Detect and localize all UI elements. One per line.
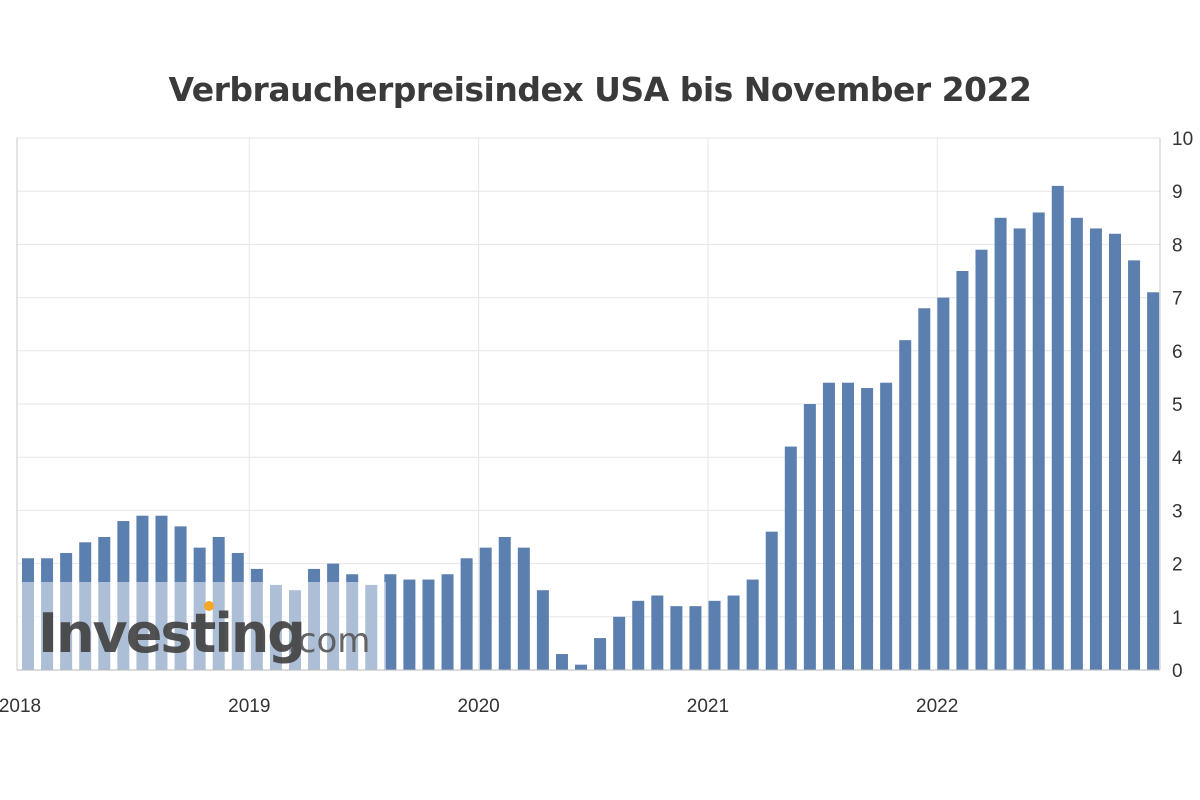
bar bbox=[803, 404, 816, 670]
svg-text:Investing: Investing bbox=[38, 602, 304, 665]
y-tick-label: 6 bbox=[1172, 342, 1183, 363]
bar bbox=[918, 308, 931, 670]
bar bbox=[594, 638, 607, 670]
y-tick-label: 1 bbox=[1172, 608, 1183, 629]
bar bbox=[536, 590, 549, 670]
y-tick-label: 8 bbox=[1172, 235, 1183, 256]
y-tick-label: 4 bbox=[1172, 448, 1183, 469]
bar bbox=[1051, 185, 1064, 670]
bar bbox=[880, 382, 893, 670]
grid bbox=[17, 137, 1160, 671]
bar bbox=[1070, 217, 1083, 671]
watermark-overlay bbox=[18, 582, 386, 670]
y-tick-label: 10 bbox=[1172, 129, 1193, 150]
bar bbox=[632, 600, 645, 670]
bar bbox=[1089, 228, 1102, 670]
x-tick-label: 2022 bbox=[916, 696, 958, 717]
bar bbox=[689, 606, 702, 670]
bar bbox=[384, 574, 397, 670]
chart-title: Verbraucherpreisindex USA bis November 2… bbox=[168, 70, 1032, 109]
bar bbox=[555, 654, 568, 670]
bar bbox=[441, 574, 454, 670]
x-tick-label: 2020 bbox=[457, 696, 499, 717]
bar bbox=[956, 271, 969, 670]
x-tick-label: 2019 bbox=[228, 696, 270, 717]
bar bbox=[1032, 212, 1045, 671]
bar bbox=[842, 382, 855, 670]
bar bbox=[479, 547, 492, 670]
bar bbox=[498, 537, 511, 670]
y-tick-label: 9 bbox=[1172, 182, 1183, 203]
bar bbox=[1013, 228, 1026, 670]
watermark-logo: Investing .com bbox=[38, 601, 370, 665]
bar bbox=[651, 595, 664, 670]
axes: 0 1 2 3 4 5 6 7 8 9 10 2018 2019 2020 2021 2022 bbox=[0, 129, 1193, 717]
bar bbox=[899, 340, 912, 670]
x-tick-label: 2018 bbox=[0, 696, 41, 717]
svg-text:.com: .com bbox=[287, 621, 370, 661]
bar bbox=[784, 446, 797, 670]
bar bbox=[1108, 233, 1121, 670]
bar bbox=[670, 606, 683, 670]
bar bbox=[517, 547, 530, 670]
y-tick-label: 5 bbox=[1172, 395, 1183, 416]
y-tick-label: 7 bbox=[1172, 289, 1183, 310]
bar bbox=[994, 217, 1007, 671]
bar bbox=[1128, 260, 1141, 670]
bar bbox=[937, 297, 950, 670]
y-tick-label: 2 bbox=[1172, 555, 1183, 576]
x-tick-label: 2021 bbox=[687, 696, 729, 717]
y-tick-label: 0 bbox=[1172, 661, 1183, 682]
bar bbox=[765, 531, 778, 670]
bar bbox=[975, 249, 988, 670]
bar bbox=[861, 388, 874, 670]
bar bbox=[613, 616, 626, 670]
bar bbox=[822, 382, 835, 670]
y-tick-label: 3 bbox=[1172, 501, 1183, 522]
bar bbox=[746, 579, 759, 670]
bar bbox=[422, 579, 435, 670]
bar bbox=[727, 595, 740, 670]
bar bbox=[708, 600, 721, 670]
bar bbox=[575, 664, 588, 670]
bar bbox=[460, 558, 473, 670]
bar bbox=[1147, 292, 1160, 670]
bar bbox=[403, 579, 416, 670]
